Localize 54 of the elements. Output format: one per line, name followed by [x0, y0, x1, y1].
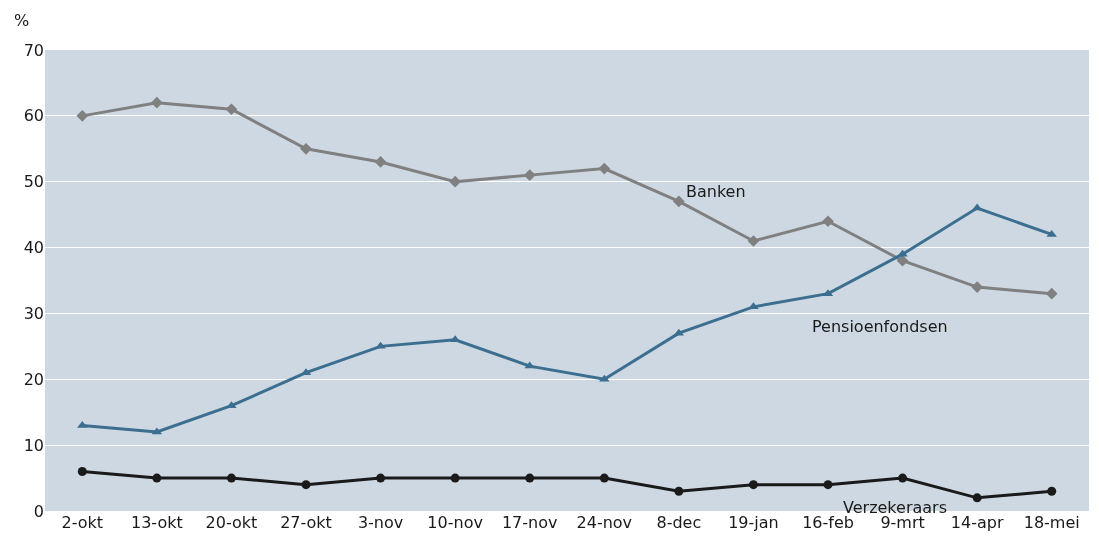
point [301, 480, 311, 490]
point [747, 235, 760, 247]
point [599, 374, 610, 382]
series-label: Banken [686, 182, 746, 201]
point [971, 281, 983, 293]
x-tick-label: 27-okt [280, 513, 332, 532]
x-tick-label: 2-okt [61, 513, 104, 532]
point [674, 486, 684, 496]
point [151, 96, 163, 109]
point [823, 480, 833, 490]
point [449, 175, 461, 188]
series-label: Pensioenfondsen [812, 317, 948, 336]
point [598, 162, 611, 175]
x-tick-label: 3-nov [357, 513, 404, 532]
y-tick-label: 50 [23, 172, 44, 192]
y-tick-label: 40 [23, 238, 44, 258]
x-tick-label: 10-nov [427, 513, 483, 532]
point [1045, 287, 1058, 300]
point [525, 473, 535, 483]
point [77, 466, 87, 476]
point [376, 473, 386, 483]
point [375, 341, 386, 349]
y-tick-label: 70 [23, 40, 44, 60]
point [1046, 229, 1057, 237]
point [77, 420, 88, 428]
point [1047, 486, 1057, 496]
x-tick-label: 18-mei [1023, 513, 1080, 532]
point [599, 473, 609, 483]
x-tick-label: 14-apr [950, 513, 1004, 532]
x-tick-label: 13-okt [130, 513, 183, 532]
y-tick-label: 20 [23, 369, 44, 389]
point [225, 103, 238, 116]
y-tick-label: 10 [23, 435, 44, 455]
point [523, 169, 536, 181]
x-tick-label: 8-dec [656, 513, 702, 532]
y-axis-title: % [14, 11, 30, 30]
x-tick-label: 24-nov [576, 513, 633, 532]
point [972, 493, 982, 503]
x-tick-label: 20-okt [205, 513, 258, 532]
x-tick-label: 17-nov [501, 513, 558, 532]
point [226, 473, 236, 483]
x-tick-label: 19-jan [728, 513, 779, 532]
point [748, 480, 758, 490]
point [374, 156, 387, 168]
point [152, 473, 162, 483]
point [822, 215, 834, 228]
point [450, 473, 460, 483]
y-tick-label: 60 [23, 106, 44, 126]
point [76, 110, 89, 122]
y-tick-label: 0 [33, 501, 44, 521]
point [673, 195, 685, 208]
point [300, 142, 312, 155]
point [898, 473, 908, 483]
y-tick-label: 30 [23, 304, 44, 324]
